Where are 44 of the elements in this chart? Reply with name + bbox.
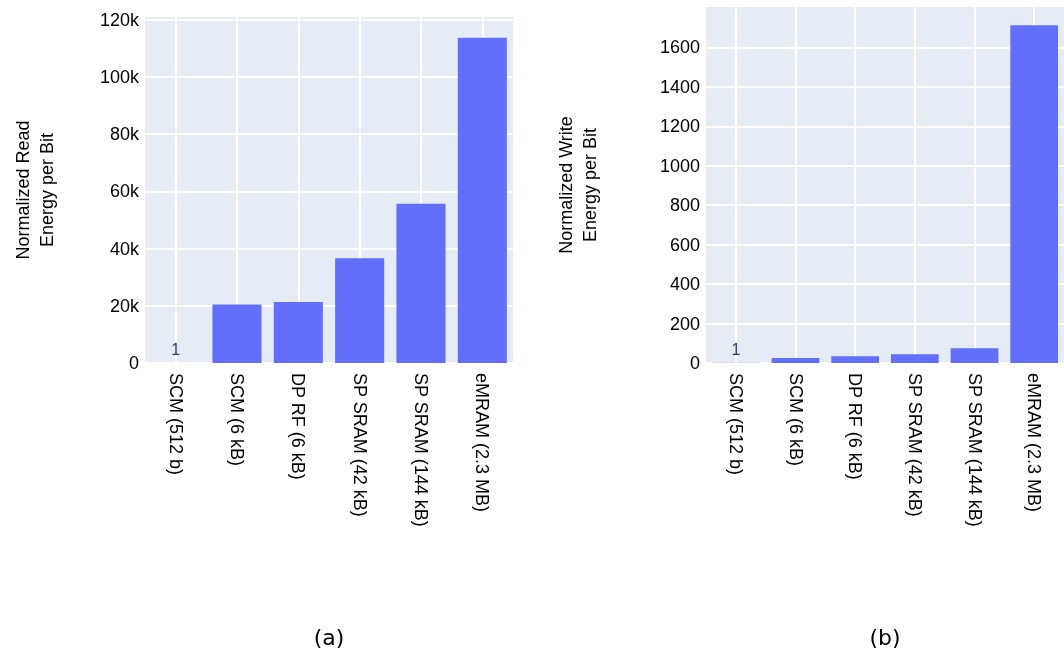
text: (a) [312, 625, 346, 650]
x-tick-label: DP RF (6 kB) [288, 373, 309, 480]
bar [335, 258, 385, 363]
x-tick-label: SCM (512 b) [165, 373, 186, 476]
bar [212, 304, 262, 363]
bar [457, 37, 507, 363]
bar [771, 358, 820, 363]
data-label: 1 [171, 341, 181, 359]
y-tick-label: 80k [109, 124, 140, 145]
y-tick-label: 1600 [659, 37, 700, 58]
y-tick-label: 1400 [659, 76, 700, 97]
bar [890, 354, 939, 363]
x-tick-label: SP SRAM (42 kB) [904, 373, 925, 517]
y-tick-label: 0 [128, 353, 139, 373]
y-tick-label: 600 [669, 234, 700, 255]
x-tick-label: eMRAM (2.3 MB) [472, 373, 493, 513]
x-tick-label: SP SRAM (42 kB) [349, 373, 370, 517]
x-tick-label: eMRAM (2.3 MB) [1024, 373, 1045, 513]
bar [950, 348, 999, 363]
y-tick-label: 800 [669, 195, 700, 216]
y-tick-label: 1200 [659, 116, 700, 137]
text: (b) [868, 625, 902, 650]
y-tick-label: 0 [689, 353, 700, 373]
bar [396, 203, 446, 363]
y-tick-label: 400 [669, 274, 700, 295]
y-tick-label: 60k [109, 181, 140, 202]
x-tick-label: DP RF (6 kB) [845, 373, 866, 480]
bar [1010, 25, 1059, 363]
y-tick-label: 20k [109, 295, 140, 316]
y-axis-title: Normalized Write Energy per Bit [556, 116, 600, 254]
x-tick-label: SP SRAM (144 kB) [964, 373, 985, 527]
y-axis-title: Normalized Read Energy per Bit [13, 120, 57, 260]
y-tick-label: 120k [99, 9, 140, 30]
y-tick-label: 40k [109, 238, 140, 259]
bar [831, 356, 880, 363]
y-tick-label: 1000 [659, 155, 700, 176]
y-tick-label: 200 [669, 313, 700, 334]
x-tick-label: SCM (512 b) [725, 373, 746, 476]
y-tick-label: 100k [99, 67, 140, 88]
bar [273, 302, 323, 363]
x-tick-label: SCM (6 kB) [227, 373, 247, 467]
x-tick-label: SCM (6 kB) [785, 373, 806, 467]
x-tick-label: SP SRAM (144 kB) [411, 373, 431, 527]
data-label: 1 [731, 341, 741, 359]
